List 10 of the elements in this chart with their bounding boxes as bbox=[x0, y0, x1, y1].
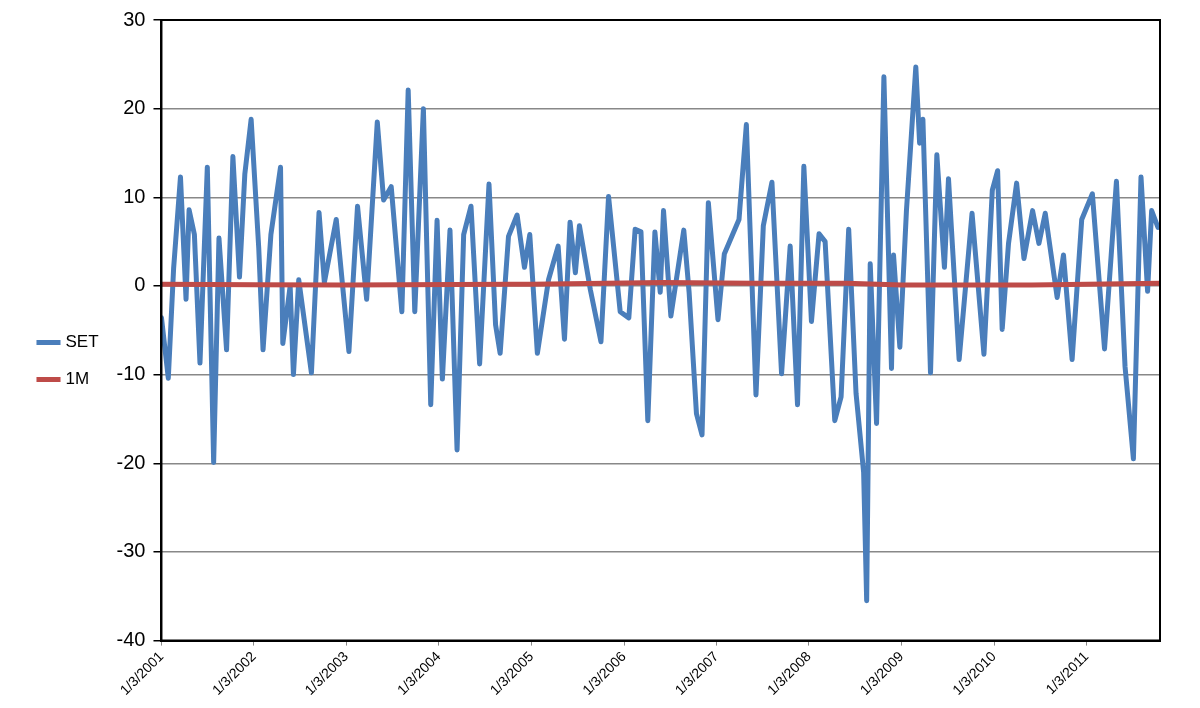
legend-label: 1M bbox=[65, 369, 90, 389]
y-tick-label: 30 bbox=[123, 7, 146, 30]
y-tick-label: 10 bbox=[123, 184, 146, 207]
y-tick-label: 20 bbox=[123, 96, 146, 119]
y-tick-label: -10 bbox=[116, 362, 146, 385]
y-tick-label: -40 bbox=[116, 628, 146, 651]
y-tick-label: -30 bbox=[116, 539, 146, 562]
y-tick-label: -20 bbox=[116, 450, 146, 473]
legend-label: SET bbox=[65, 332, 99, 352]
y-tick-label: 0 bbox=[134, 273, 146, 296]
